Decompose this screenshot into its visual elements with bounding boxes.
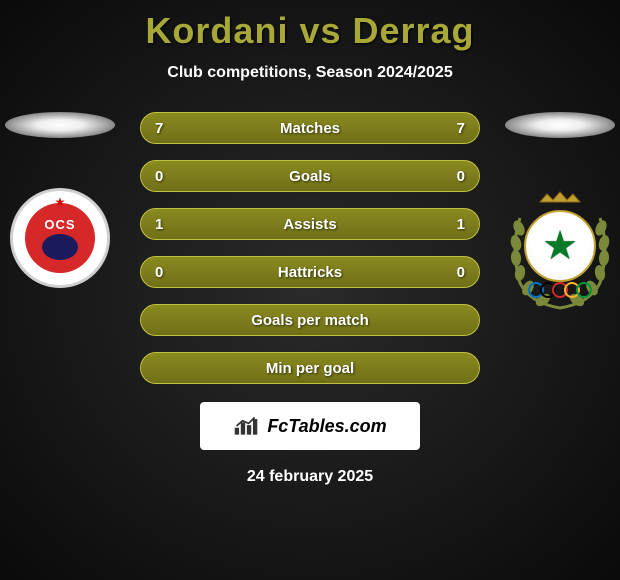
- stat-label: Matches: [280, 120, 340, 137]
- stat-row-hattricks: 0 Hattricks 0: [140, 256, 480, 288]
- stat-label: Goals per match: [251, 312, 369, 329]
- player-silhouette-shadow-right: [505, 112, 615, 138]
- olympic-rings-icon: [528, 282, 592, 298]
- fctables-brand[interactable]: FcTables.com: [200, 402, 420, 450]
- bar-chart-icon: [233, 415, 259, 437]
- stat-row-goals: 0 Goals 0: [140, 160, 480, 192]
- brand-name: FcTables.com: [267, 416, 386, 437]
- stat-row-matches: 7 Matches 7: [140, 112, 480, 144]
- stat-label: Goals: [289, 168, 331, 185]
- rugby-ball-icon: [42, 234, 78, 260]
- date-label: 24 february 2025: [0, 468, 620, 486]
- comparison-body: ★ OCS: [0, 112, 620, 486]
- shield-circle: ★: [524, 210, 596, 282]
- page-subtitle: Club competitions, Season 2024/2025: [0, 64, 620, 82]
- right-player-column: ★: [500, 112, 620, 318]
- stats-table: 7 Matches 7 0 Goals 0 1 Assists 1 0 Hatt…: [140, 112, 480, 384]
- page-title: Kordani vs Derrag: [0, 0, 620, 52]
- left-badge-abbr: OCS: [44, 217, 75, 232]
- stat-right-value: 0: [457, 264, 465, 281]
- stat-label: Assists: [283, 216, 336, 233]
- stat-row-mpg: Min per goal: [140, 352, 480, 384]
- stat-row-assists: 1 Assists 1: [140, 208, 480, 240]
- stat-right-value: 7: [457, 120, 465, 137]
- green-star-icon: ★: [542, 226, 578, 266]
- left-player-column: ★ OCS: [0, 112, 120, 298]
- stat-right-value: 0: [457, 168, 465, 185]
- stat-left-value: 1: [155, 216, 163, 233]
- stat-left-value: 7: [155, 120, 163, 137]
- stat-left-value: 0: [155, 168, 163, 185]
- star-icon: ★: [55, 195, 66, 209]
- stat-left-value: 0: [155, 264, 163, 281]
- stat-right-value: 1: [457, 216, 465, 233]
- stat-row-gpm: Goals per match: [140, 304, 480, 336]
- right-club-badge: ★: [505, 188, 615, 318]
- stat-label: Hattricks: [278, 264, 342, 281]
- left-club-badge: ★ OCS: [10, 188, 110, 298]
- player-silhouette-shadow-left: [5, 112, 115, 138]
- ring-5: [576, 282, 592, 298]
- stat-label: Min per goal: [266, 360, 354, 377]
